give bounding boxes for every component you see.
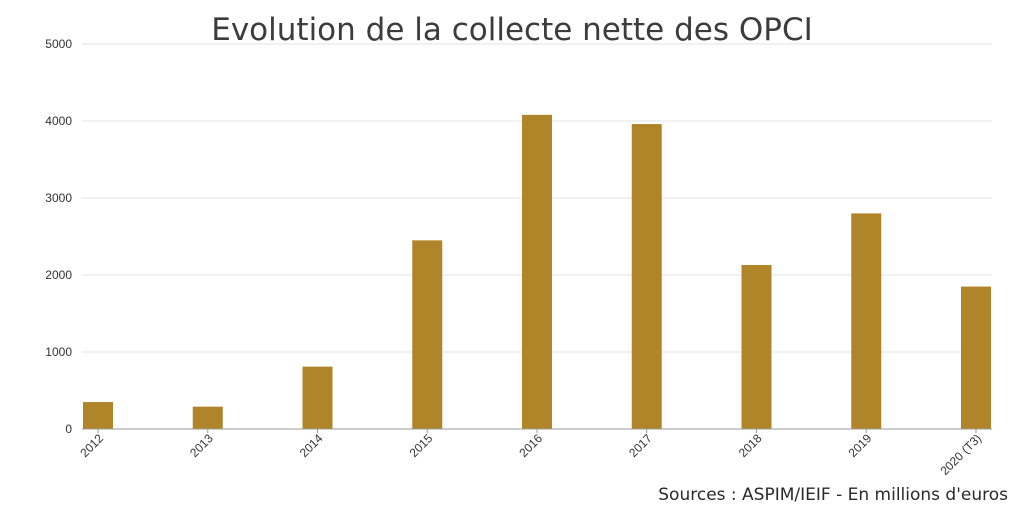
x-tick-label: 2012	[77, 431, 106, 460]
axes: 0 1000 2000 3000 4000 5000 2012 2013 2014 2015 201…	[45, 37, 992, 478]
bar	[412, 240, 443, 429]
bar	[192, 406, 223, 429]
y-tick-label: 3000	[45, 191, 72, 205]
y-tick-label: 2000	[45, 268, 72, 282]
x-tick-label: 2020 (T3)	[937, 431, 984, 478]
bar	[631, 124, 662, 429]
x-tick-label: 2019	[846, 431, 875, 460]
bar	[83, 402, 113, 429]
bar	[741, 264, 772, 429]
x-tick-label: 2018	[736, 431, 765, 460]
y-tick-label: 5000	[45, 37, 72, 51]
x-tick-label: 2016	[516, 431, 545, 460]
y-tick-label: 4000	[45, 114, 72, 128]
x-tick-label: 2017	[626, 431, 655, 460]
x-tick-label: 2015	[407, 431, 436, 460]
chart-title: Evolution de la collecte nette des OPCI	[211, 12, 813, 48]
source-note: Sources : ASPIM/IEIF - En millions d'eur…	[658, 485, 1008, 505]
x-tick-label: 2014	[297, 431, 326, 460]
bar	[851, 213, 882, 429]
bar	[522, 114, 552, 429]
y-tick-label: 1000	[45, 345, 72, 359]
bars	[83, 114, 991, 429]
bar	[961, 286, 991, 429]
y-tick-label: 0	[65, 422, 72, 436]
x-tick-label: 2013	[187, 431, 216, 460]
bar	[302, 366, 333, 429]
